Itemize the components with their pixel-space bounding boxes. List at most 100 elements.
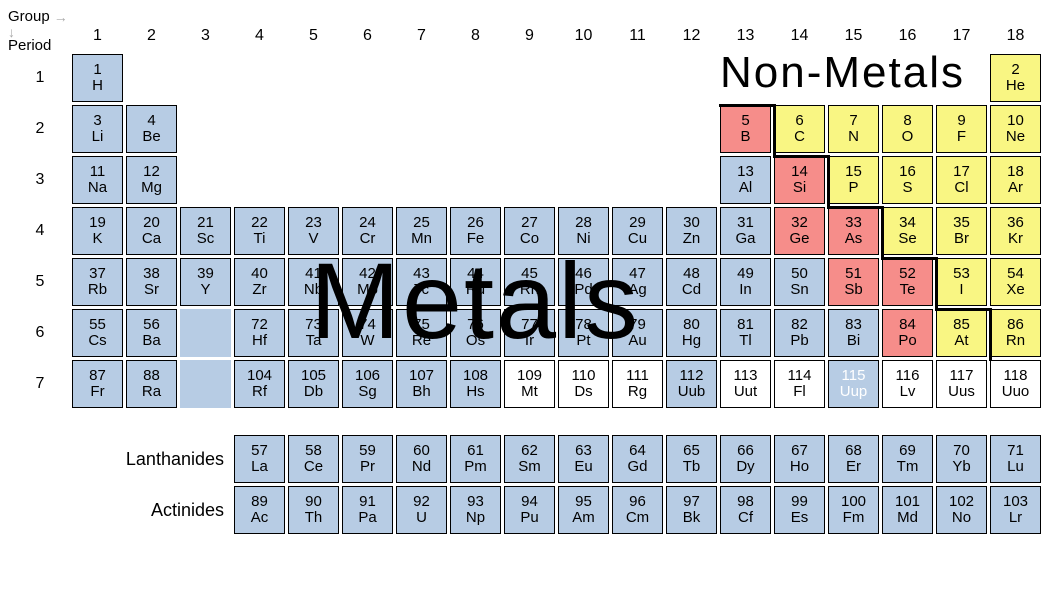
element-Pr[interactable]: 59Pr bbox=[342, 435, 393, 483]
element-Cr[interactable]: 24Cr bbox=[342, 207, 393, 255]
element-Tm[interactable]: 69Tm bbox=[882, 435, 933, 483]
element-Tb[interactable]: 65Tb bbox=[666, 435, 717, 483]
element-Cl[interactable]: 17Cl bbox=[936, 156, 987, 204]
element-Pd[interactable]: 46Pd bbox=[558, 258, 609, 306]
element-N[interactable]: 7N bbox=[828, 105, 879, 153]
element-Nb[interactable]: 41Nb bbox=[288, 258, 339, 306]
element-Hf[interactable]: 72Hf bbox=[234, 309, 285, 357]
element-Zr[interactable]: 40Zr bbox=[234, 258, 285, 306]
element-Gd[interactable]: 64Gd bbox=[612, 435, 663, 483]
element-Mo[interactable]: 42Mo bbox=[342, 258, 393, 306]
element-Np[interactable]: 93Np bbox=[450, 486, 501, 534]
element-Lu[interactable]: 71Lu bbox=[990, 435, 1041, 483]
element-Fl[interactable]: 114Fl bbox=[774, 360, 825, 408]
element-C[interactable]: 6C bbox=[774, 105, 825, 153]
element-Sg[interactable]: 106Sg bbox=[342, 360, 393, 408]
element-Os[interactable]: 76Os bbox=[450, 309, 501, 357]
element-Uut[interactable]: 113Uut bbox=[720, 360, 771, 408]
element-Pm[interactable]: 61Pm bbox=[450, 435, 501, 483]
element-S[interactable]: 16S bbox=[882, 156, 933, 204]
element-Y[interactable]: 39Y bbox=[180, 258, 231, 306]
element-Tc[interactable]: 43Tc bbox=[396, 258, 447, 306]
element-Uup[interactable]: 115Uup bbox=[828, 360, 879, 408]
element-Fm[interactable]: 100Fm bbox=[828, 486, 879, 534]
element-Hg[interactable]: 80Hg bbox=[666, 309, 717, 357]
element-He[interactable]: 2He bbox=[990, 54, 1041, 102]
element-Al[interactable]: 13Al bbox=[720, 156, 771, 204]
element-Zn[interactable]: 30Zn bbox=[666, 207, 717, 255]
element-Rh[interactable]: 45Rh bbox=[504, 258, 555, 306]
element-Lv[interactable]: 116Lv bbox=[882, 360, 933, 408]
element-Rg[interactable]: 111Rg bbox=[612, 360, 663, 408]
element-Nd[interactable]: 60Nd bbox=[396, 435, 447, 483]
element-Pu[interactable]: 94Pu bbox=[504, 486, 555, 534]
element-Fr[interactable]: 87Fr bbox=[72, 360, 123, 408]
element-Cs[interactable]: 55Cs bbox=[72, 309, 123, 357]
element-Re[interactable]: 75Re bbox=[396, 309, 447, 357]
element-Cf[interactable]: 98Cf bbox=[720, 486, 771, 534]
element-Th[interactable]: 90Th bbox=[288, 486, 339, 534]
element-U[interactable]: 92U bbox=[396, 486, 447, 534]
element-Sn[interactable]: 50Sn bbox=[774, 258, 825, 306]
element-O[interactable]: 8O bbox=[882, 105, 933, 153]
element-I[interactable]: 53I bbox=[936, 258, 987, 306]
element-Rf[interactable]: 104Rf bbox=[234, 360, 285, 408]
element-Ga[interactable]: 31Ga bbox=[720, 207, 771, 255]
element-Ar[interactable]: 18Ar bbox=[990, 156, 1041, 204]
element-Am[interactable]: 95Am bbox=[558, 486, 609, 534]
element-K[interactable]: 19K bbox=[72, 207, 123, 255]
element-Co[interactable]: 27Co bbox=[504, 207, 555, 255]
element-Mt[interactable]: 109Mt bbox=[504, 360, 555, 408]
element-Te[interactable]: 52Te bbox=[882, 258, 933, 306]
element-La[interactable]: 57La bbox=[234, 435, 285, 483]
element-B[interactable]: 5B bbox=[720, 105, 771, 153]
element-Uuo[interactable]: 118Uuo bbox=[990, 360, 1041, 408]
element-Pb[interactable]: 82Pb bbox=[774, 309, 825, 357]
element-At[interactable]: 85At bbox=[936, 309, 987, 357]
element-Ac[interactable]: 89Ac bbox=[234, 486, 285, 534]
element-Li[interactable]: 3Li bbox=[72, 105, 123, 153]
element-Ru[interactable]: 44Ru bbox=[450, 258, 501, 306]
element-F[interactable]: 9F bbox=[936, 105, 987, 153]
element-Mg[interactable]: 12Mg bbox=[126, 156, 177, 204]
element-Sc[interactable]: 21Sc bbox=[180, 207, 231, 255]
element-Ir[interactable]: 77Ir bbox=[504, 309, 555, 357]
element-Ne[interactable]: 10Ne bbox=[990, 105, 1041, 153]
element-Hs[interactable]: 108Hs bbox=[450, 360, 501, 408]
element-Xe[interactable]: 54Xe bbox=[990, 258, 1041, 306]
element-Be[interactable]: 4Be bbox=[126, 105, 177, 153]
element-Cd[interactable]: 48Cd bbox=[666, 258, 717, 306]
element-Rn[interactable]: 86Rn bbox=[990, 309, 1041, 357]
element-Ca[interactable]: 20Ca bbox=[126, 207, 177, 255]
element-Cu[interactable]: 29Cu bbox=[612, 207, 663, 255]
element-Sr[interactable]: 38Sr bbox=[126, 258, 177, 306]
element-Fe[interactable]: 26Fe bbox=[450, 207, 501, 255]
element-Uub[interactable]: 112Uub bbox=[666, 360, 717, 408]
element-Ni[interactable]: 28Ni bbox=[558, 207, 609, 255]
element-Db[interactable]: 105Db bbox=[288, 360, 339, 408]
element-Ho[interactable]: 67Ho bbox=[774, 435, 825, 483]
element-Kr[interactable]: 36Kr bbox=[990, 207, 1041, 255]
element-Pt[interactable]: 78Pt bbox=[558, 309, 609, 357]
element-Rb[interactable]: 37Rb bbox=[72, 258, 123, 306]
element-Yb[interactable]: 70Yb bbox=[936, 435, 987, 483]
element-Na[interactable]: 11Na bbox=[72, 156, 123, 204]
element-Bk[interactable]: 97Bk bbox=[666, 486, 717, 534]
element-Ge[interactable]: 32Ge bbox=[774, 207, 825, 255]
element-Tl[interactable]: 81Tl bbox=[720, 309, 771, 357]
element-Es[interactable]: 99Es bbox=[774, 486, 825, 534]
element-P[interactable]: 15P bbox=[828, 156, 879, 204]
element-As[interactable]: 33As bbox=[828, 207, 879, 255]
element-Eu[interactable]: 63Eu bbox=[558, 435, 609, 483]
element-H[interactable]: 1H bbox=[72, 54, 123, 102]
element-Ce[interactable]: 58Ce bbox=[288, 435, 339, 483]
element-No[interactable]: 102No bbox=[936, 486, 987, 534]
element-Ds[interactable]: 110Ds bbox=[558, 360, 609, 408]
element-Au[interactable]: 79Au bbox=[612, 309, 663, 357]
element-Si[interactable]: 14Si bbox=[774, 156, 825, 204]
element-V[interactable]: 23V bbox=[288, 207, 339, 255]
element-Mn[interactable]: 25Mn bbox=[396, 207, 447, 255]
element-Sm[interactable]: 62Sm bbox=[504, 435, 555, 483]
element-Ag[interactable]: 47Ag bbox=[612, 258, 663, 306]
element-Er[interactable]: 68Er bbox=[828, 435, 879, 483]
